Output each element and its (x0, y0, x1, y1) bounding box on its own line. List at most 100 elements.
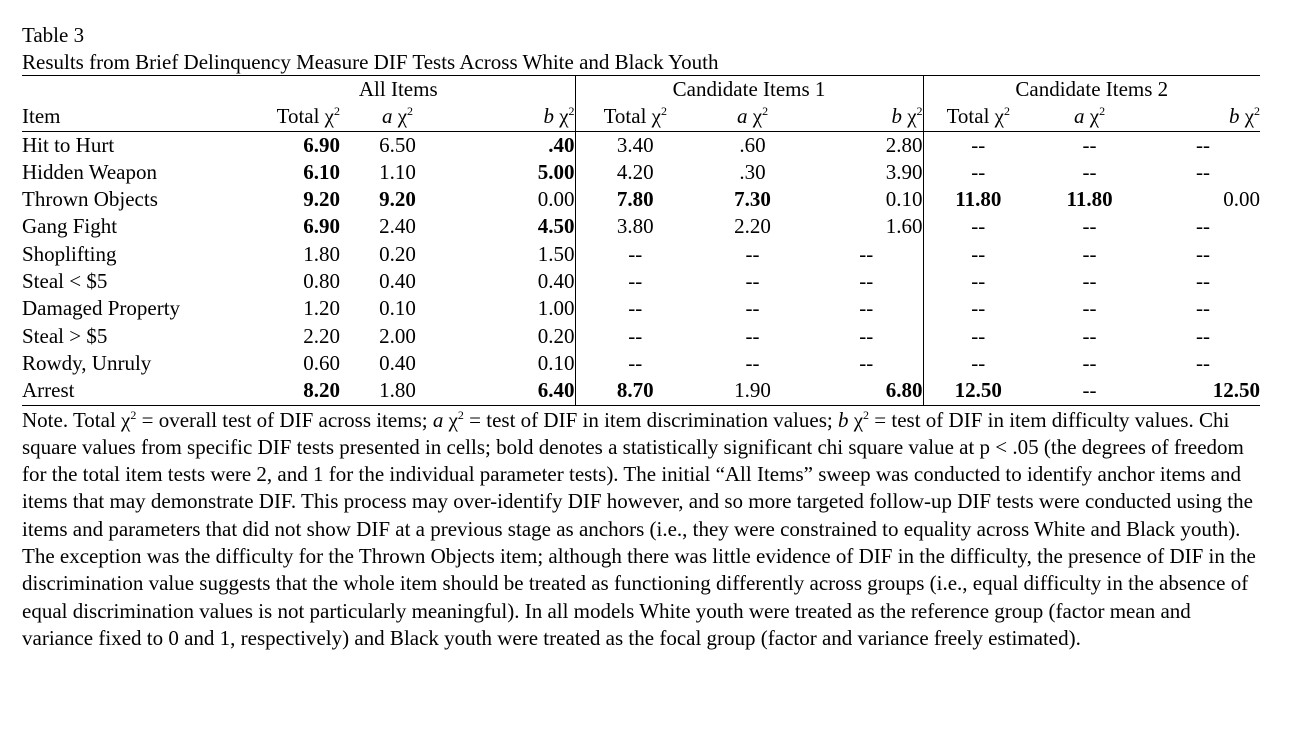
table-cell: 2.40 (379, 214, 416, 239)
table-cell: -- (1196, 323, 1211, 348)
table-cell: 0.60 (303, 350, 340, 375)
row-item-label: Damaged Property (22, 296, 181, 321)
table-row: Hit to Hurt 6.90 6.50.40 3.40.60 2.80 -- -- -- (22, 131, 1260, 159)
table-cell: -- (922, 240, 1034, 269)
table-cell: 11.80 (922, 186, 1034, 214)
col-header-total-chi2: Total χ2 (922, 103, 1034, 132)
table-cell: 3.40 (574, 131, 696, 159)
col-header-b-chi2: b χ2 (810, 103, 924, 132)
table-cell: -- (1082, 269, 1097, 294)
table-cell: 4.50 (537, 214, 575, 239)
column-header-row: Item Total χ2 a χ2 b χ2 Total χ2 a χ2 b … (22, 103, 1261, 132)
table-cell: -- (1196, 296, 1211, 321)
table-cell: 0.40 (379, 269, 416, 294)
table-cell: -- (574, 268, 696, 296)
table-cell: -- (922, 295, 1034, 323)
table-row: Thrown Objects 9.20 9.20 0.00 7.80 7.30 0.10 11… (22, 186, 1260, 214)
table-row: Rowdy, Unruly 0.60 0.40 0.10 -- -- -- -- -- -- (22, 349, 1260, 378)
table-cell: 7.30 (734, 187, 771, 212)
row-item-label: Hit to Hurt (22, 132, 115, 157)
table-cell: -- (1082, 159, 1097, 184)
table-cell: 2.00 (379, 323, 416, 348)
table-cell: 6.40 (455, 377, 576, 406)
table-cell: 0.20 (379, 241, 416, 266)
table-cell: -- (1033, 377, 1147, 406)
table-cell: -- (574, 349, 696, 378)
table-cell: 6.50 (379, 132, 416, 157)
table-cell: -- (859, 269, 874, 294)
table-cell: -- (1196, 159, 1211, 184)
col-header-b-chi2: b χ2 (455, 103, 576, 132)
table-cell: 9.20 (379, 187, 416, 212)
col-header-b-chi2: b χ2 (1146, 103, 1261, 132)
table-cell: 1.80 (340, 377, 455, 406)
col-header-a-chi2: a χ2 (340, 103, 455, 132)
col-header-a-chi2: a χ2 (1033, 103, 1147, 132)
dif-results-table: All Items Candidate Items 1 Candidate It… (22, 75, 1261, 406)
row-item-label: Arrest (22, 377, 222, 406)
table-cell: 1.10 (379, 159, 416, 184)
table-container: Table 3 Results from Brief Delinquency M… (22, 22, 1261, 652)
table-cell: -- (859, 323, 874, 348)
table-cell: 12.50 (1146, 377, 1261, 406)
table-cell: -- (1082, 132, 1097, 157)
table-cell: 5.00 (537, 159, 575, 184)
table-cell: -- (1196, 269, 1211, 294)
table-cell: -- (922, 349, 1034, 378)
col-header-total-chi2: Total χ2 (574, 103, 696, 132)
table-cell: 0.10 (537, 350, 575, 375)
table-cell: -- (745, 269, 760, 294)
table-number: Table 3 (22, 23, 85, 47)
table-row: Damaged Property 1.20 0.10 1.00 -- -- -- -- -- -- (22, 295, 1260, 323)
table-cell: 0.40 (537, 269, 575, 294)
table-cell: 2.80 (885, 132, 923, 157)
table-cell: 8.20 (222, 377, 340, 406)
table-cell: .40 (548, 132, 575, 157)
table-cell: -- (1082, 241, 1097, 266)
table-cell: 9.20 (303, 187, 340, 212)
table-cell: 4.20 (574, 158, 696, 187)
table-cell: -- (1082, 323, 1097, 348)
table-cell: -- (1082, 296, 1097, 321)
table-cell: -- (1196, 214, 1211, 239)
table-row: Shoplifting 1.80 0.20 1.50 -- -- -- -- -- -- (22, 240, 1260, 269)
row-item-label: Hidden Weapon (22, 159, 157, 184)
table-cell: -- (574, 240, 696, 269)
table-cell: 12.50 (922, 377, 1034, 406)
col-header-total-chi2: Total χ2 (222, 103, 340, 132)
table-cell: 1.00 (537, 296, 575, 321)
table-cell: -- (574, 322, 696, 350)
table-cell: 1.80 (303, 241, 340, 266)
item-column-header: Item (22, 103, 222, 132)
table-cell: -- (1196, 132, 1211, 157)
table-cell: -- (1082, 214, 1097, 239)
table-row: Hidden Weapon 6.10 1.10 5.00 4.20.30 3.90 -- --… (22, 158, 1260, 187)
table-cell: 0.00 (537, 187, 575, 212)
row-item-label: Steal > $5 (22, 323, 108, 348)
row-item-label: Shoplifting (22, 241, 117, 266)
table-row: Steal > $5 2.20 2.00 0.20 -- -- -- -- -- -- (22, 322, 1260, 350)
table-cell: 1.50 (537, 241, 575, 266)
table-cell: 7.80 (574, 186, 696, 214)
table-row: Gang Fight 6.90 2.40 4.50 3.80 2.20 1.60 -- -- -- (22, 213, 1260, 241)
table-cell: -- (745, 296, 760, 321)
table-cell: 0.40 (379, 350, 416, 375)
table-body: Hit to Hurt 6.90 6.50.40 3.40.60 2.80 -- -- -- H… (22, 131, 1261, 406)
group-candidate-items-1: Candidate Items 1 (574, 75, 924, 104)
table-note: Note. Total χ2 = overall test of DIF acr… (22, 407, 1256, 650)
table-cell: -- (922, 268, 1034, 296)
table-row: Arrest 8.20 1.80 6.40 8.70 1.90 6.80 12.50 -- 12.… (22, 377, 1261, 406)
table-title: Results from Brief Delinquency Measure D… (22, 50, 719, 74)
table-cell: -- (1196, 241, 1211, 266)
table-cell: 1.60 (885, 214, 923, 239)
table-cell: -- (922, 213, 1034, 241)
table-cell: 0.80 (303, 269, 340, 294)
group-all-items: All Items (222, 75, 576, 104)
table-cell: -- (574, 295, 696, 323)
table-cell: 2.20 (303, 323, 340, 348)
table-cell: 0.10 (885, 187, 923, 212)
row-item-label: Thrown Objects (22, 187, 158, 212)
row-item-label: Steal < $5 (22, 269, 108, 294)
table-cell: -- (859, 241, 874, 266)
table-cell: .30 (739, 159, 766, 184)
